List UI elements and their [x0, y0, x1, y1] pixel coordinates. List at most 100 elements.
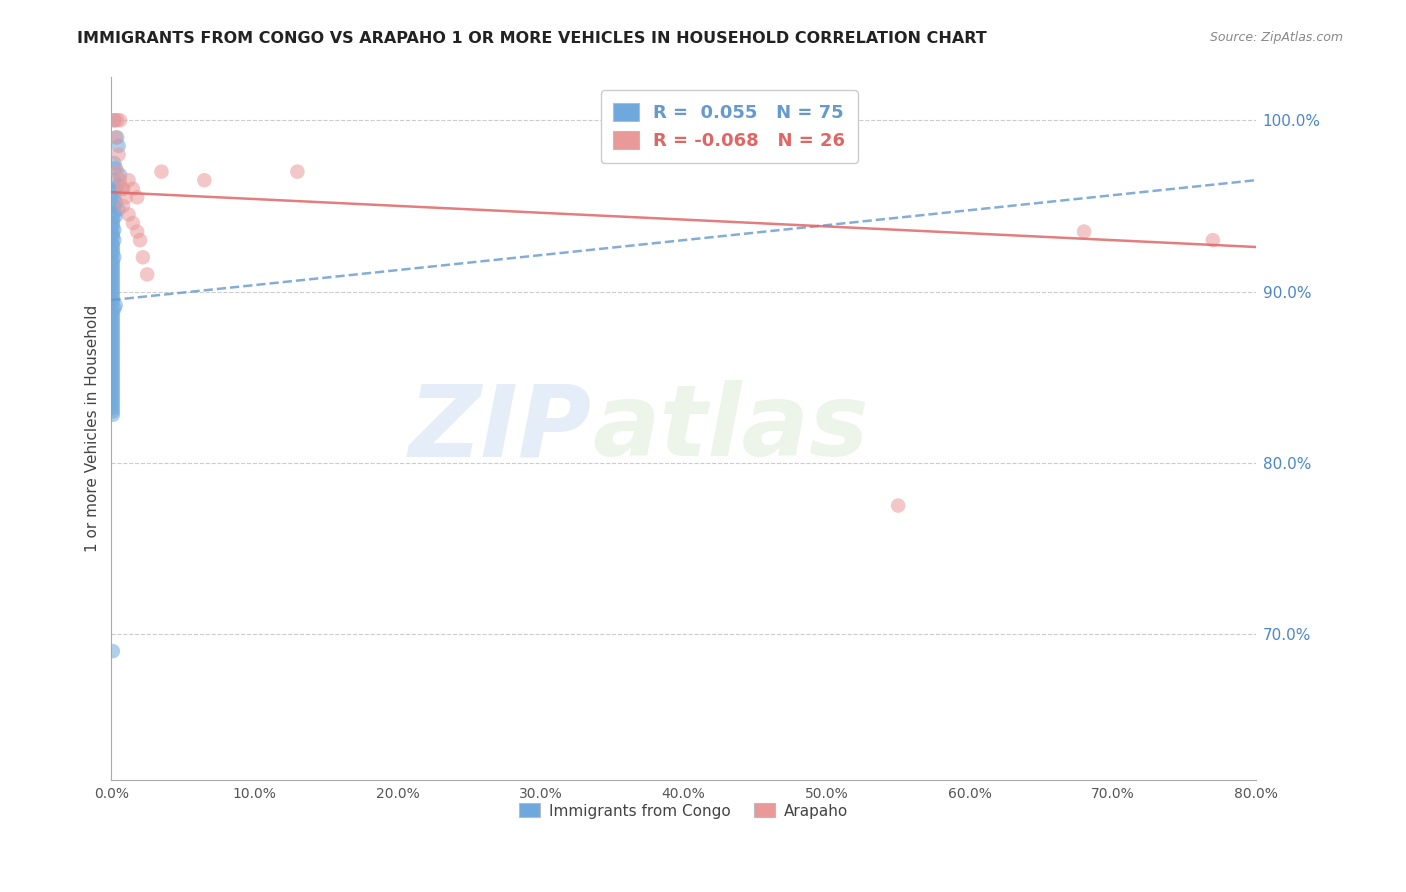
Point	[108, 113, 131, 128]
Point	[101, 370, 124, 384]
Point	[111, 182, 134, 196]
Point	[103, 205, 125, 219]
Text: ZIP: ZIP	[409, 380, 592, 477]
Point	[103, 301, 125, 316]
Point	[193, 173, 215, 187]
Point	[101, 326, 124, 340]
Point	[101, 398, 124, 412]
Point	[101, 229, 124, 244]
Point	[101, 288, 124, 302]
Point	[114, 190, 136, 204]
Point	[111, 199, 134, 213]
Point	[101, 333, 124, 347]
Point	[101, 227, 124, 241]
Point	[103, 233, 125, 247]
Point	[101, 387, 124, 401]
Point	[101, 329, 124, 343]
Point	[107, 178, 129, 193]
Point	[107, 202, 129, 217]
Point	[103, 173, 125, 187]
Point	[887, 499, 910, 513]
Point	[108, 173, 131, 187]
Point	[104, 298, 127, 312]
Point	[127, 190, 149, 204]
Legend: Immigrants from Congo, Arapaho: Immigrants from Congo, Arapaho	[512, 797, 855, 824]
Point	[104, 195, 127, 210]
Point	[101, 350, 124, 364]
Point	[101, 264, 124, 278]
Point	[117, 207, 139, 221]
Point	[101, 315, 124, 329]
Point	[122, 182, 145, 196]
Point	[101, 380, 124, 394]
Point	[101, 322, 124, 336]
Point	[101, 346, 124, 360]
Point	[103, 199, 125, 213]
Point	[101, 294, 124, 309]
Point	[101, 335, 124, 350]
Point	[101, 268, 124, 282]
Point	[136, 268, 159, 282]
Point	[103, 113, 125, 128]
Point	[122, 216, 145, 230]
Point	[103, 156, 125, 170]
Point	[101, 339, 124, 353]
Point	[101, 212, 124, 227]
Point	[101, 367, 124, 381]
Point	[101, 318, 124, 333]
Point	[101, 216, 124, 230]
Point	[101, 401, 124, 415]
Point	[101, 257, 124, 271]
Point	[101, 240, 124, 254]
Point	[101, 391, 124, 405]
Point	[108, 168, 131, 182]
Point	[107, 139, 129, 153]
Point	[101, 374, 124, 388]
Point	[101, 305, 124, 319]
Point	[103, 190, 125, 204]
Point	[107, 147, 129, 161]
Point	[101, 291, 124, 305]
Point	[1073, 225, 1095, 239]
Point	[101, 285, 124, 299]
Point	[101, 236, 124, 251]
Point	[104, 209, 127, 223]
Point	[101, 343, 124, 357]
Point	[103, 250, 125, 264]
Point	[105, 130, 128, 145]
Point	[101, 219, 124, 234]
Point	[101, 359, 124, 374]
Point	[285, 164, 308, 178]
Text: atlas: atlas	[592, 380, 869, 477]
Point	[101, 309, 124, 323]
Point	[101, 244, 124, 258]
Point	[127, 225, 149, 239]
Point	[129, 233, 152, 247]
Point	[104, 130, 127, 145]
Point	[104, 182, 127, 196]
Point	[101, 270, 124, 285]
Point	[101, 281, 124, 295]
Point	[117, 173, 139, 187]
Point	[101, 312, 124, 326]
Point	[101, 644, 124, 658]
Point	[101, 404, 124, 418]
Point	[150, 164, 173, 178]
Point	[101, 394, 124, 409]
Point	[101, 274, 124, 288]
Point	[101, 356, 124, 370]
Point	[101, 408, 124, 422]
Y-axis label: 1 or more Vehicles in Household: 1 or more Vehicles in Household	[86, 305, 100, 552]
Point	[101, 363, 124, 377]
Point	[101, 384, 124, 398]
Point	[105, 164, 128, 178]
Point	[101, 353, 124, 368]
Point	[104, 161, 127, 176]
Point	[101, 376, 124, 391]
Point	[105, 113, 128, 128]
Point	[103, 113, 125, 128]
Text: Source: ZipAtlas.com: Source: ZipAtlas.com	[1209, 31, 1343, 45]
Point	[101, 253, 124, 268]
Point	[101, 277, 124, 292]
Point	[132, 250, 155, 264]
